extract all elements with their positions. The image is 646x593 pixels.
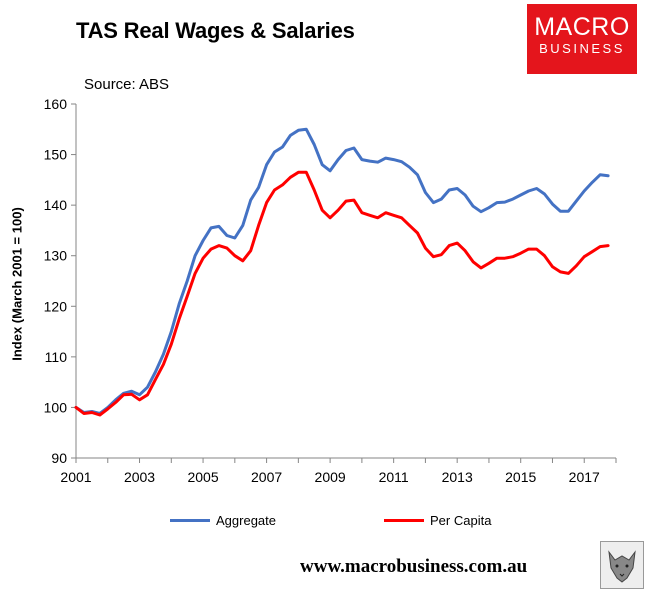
logo-line1: MACRO xyxy=(534,13,630,41)
x-tick-label: 2013 xyxy=(442,469,473,485)
y-tick-label: 140 xyxy=(44,197,68,213)
x-tick-label: 2011 xyxy=(379,469,409,485)
y-tick-label: 150 xyxy=(44,147,68,163)
legend-swatch-aggregate xyxy=(170,519,210,522)
legend-item-per-capita: Per Capita xyxy=(384,513,491,528)
x-tick-label: 2005 xyxy=(187,469,218,485)
series-line-per-capita xyxy=(74,170,610,417)
logo-line2: BUSINESS xyxy=(539,41,625,56)
x-tick-label: 2015 xyxy=(505,469,536,485)
y-tick-label: 160 xyxy=(44,96,68,112)
legend-swatch-per-capita xyxy=(384,519,424,522)
x-tick-label: 2017 xyxy=(569,469,600,485)
x-tick-label: 2007 xyxy=(251,469,282,485)
legend-label-aggregate: Aggregate xyxy=(216,513,276,528)
legend-item-aggregate: Aggregate xyxy=(170,513,276,528)
y-tick-label: 100 xyxy=(44,399,68,415)
x-tick-label: 2009 xyxy=(315,469,346,485)
y-tick-label: 120 xyxy=(44,298,68,314)
y-tick-label: 130 xyxy=(44,248,68,264)
y-tick-label: 90 xyxy=(51,450,67,466)
website-url: www.macrobusiness.com.au xyxy=(300,556,528,577)
y-tick-label: 110 xyxy=(45,349,68,365)
wolf-icon xyxy=(600,541,644,589)
series-line-aggregate xyxy=(74,127,610,415)
macrobusiness-logo: MACRO BUSINESS xyxy=(527,4,637,74)
source-note: Source: ABS xyxy=(84,76,170,93)
chart-title: TAS Real Wages & Salaries xyxy=(76,18,355,43)
x-tick-label: 2003 xyxy=(124,469,155,485)
x-tick-label: 2001 xyxy=(60,469,91,485)
legend-label-per-capita: Per Capita xyxy=(430,513,492,528)
